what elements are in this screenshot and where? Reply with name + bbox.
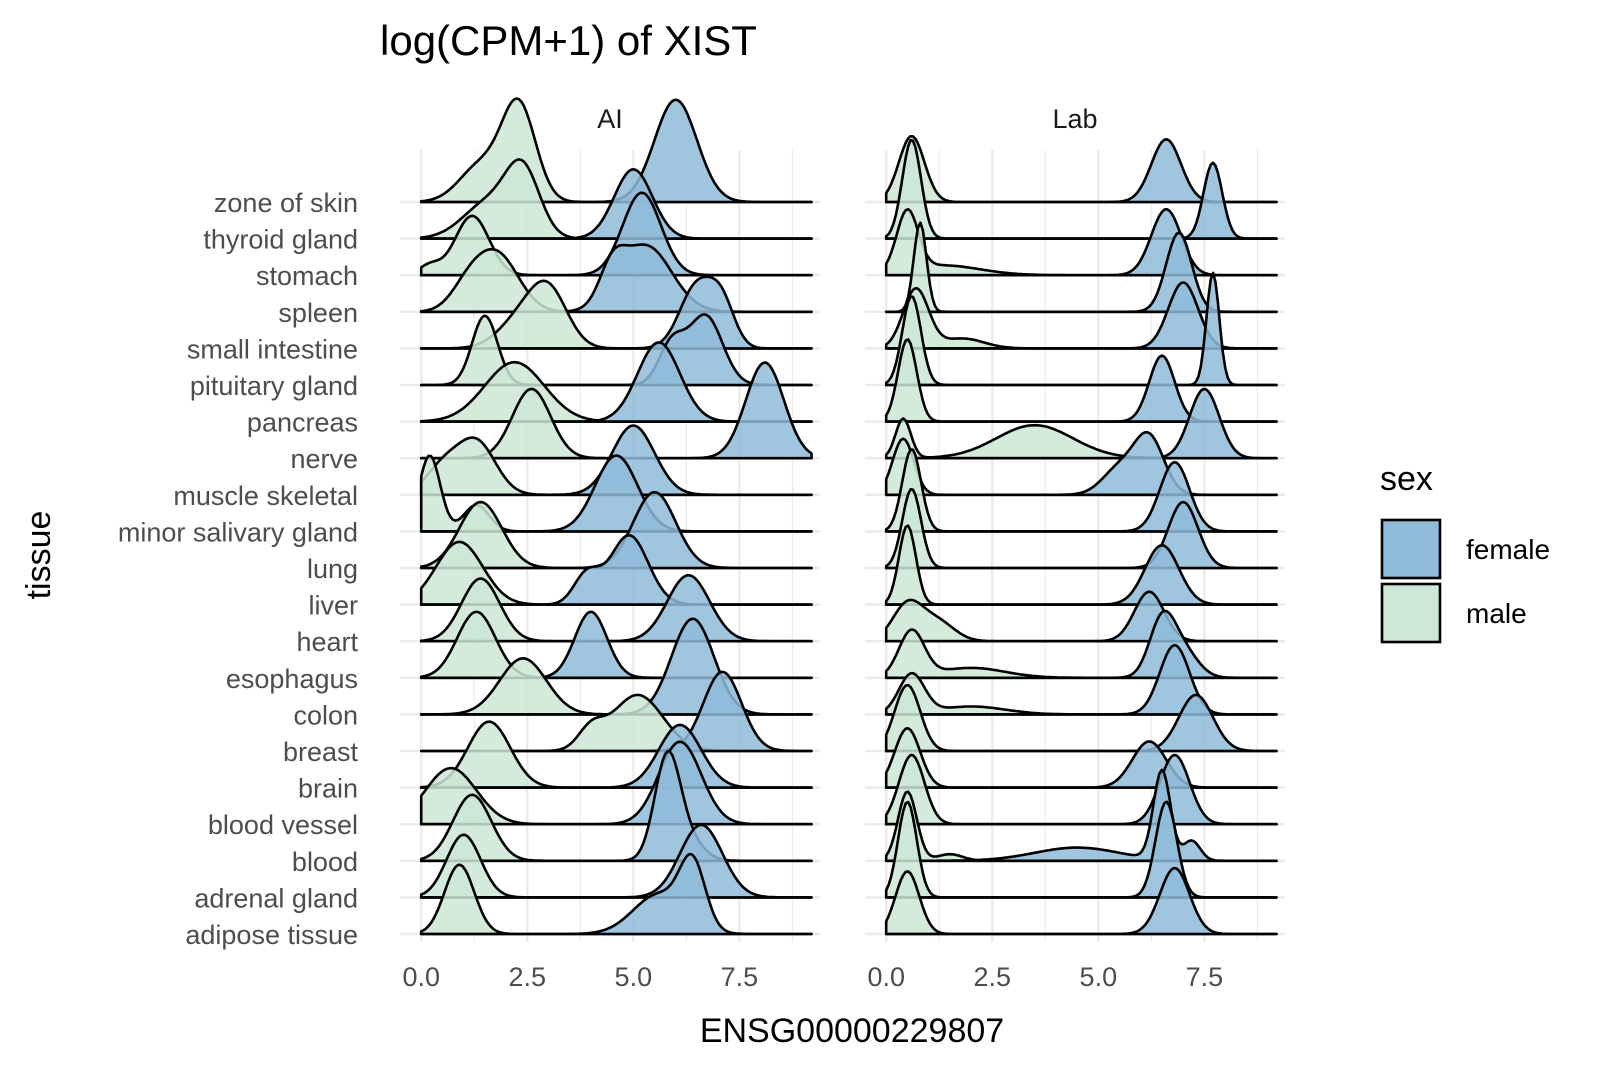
legend-title: sex — [1380, 460, 1433, 498]
y-tick-label: blood — [292, 847, 358, 877]
density-female — [419, 852, 813, 936]
legend: sex female male — [1380, 460, 1550, 644]
y-tick-label: adrenal gland — [194, 883, 358, 913]
y-tick-label: lung — [307, 554, 358, 584]
x-tick-label: 0.0 — [867, 962, 905, 992]
y-tick-label: breast — [283, 737, 359, 767]
ridge-row-thyroid-gland — [884, 138, 1278, 240]
y-tick-label: brain — [298, 774, 358, 804]
density-female — [884, 740, 1278, 789]
facet-label-lab: Lab — [1052, 104, 1097, 134]
y-tick-label: stomach — [256, 261, 358, 291]
density-female — [419, 823, 813, 899]
density-female — [419, 610, 813, 680]
x-tick-label: 2.5 — [508, 962, 546, 992]
y-tick-label: spleen — [278, 298, 358, 328]
panel-ai: AI 0.0 2.5 5.0 7.5 — [400, 97, 820, 992]
density-male — [419, 314, 813, 387]
density-female — [884, 643, 1278, 716]
ridge-row-liver — [884, 524, 1278, 606]
density-female — [884, 387, 1278, 460]
ridge-row-brain — [419, 720, 813, 789]
density-female — [884, 161, 1278, 240]
density-female — [419, 723, 813, 789]
density-female — [884, 753, 1278, 826]
y-tick-label: zone of skin — [214, 188, 358, 218]
tissue-tick-labels: adipose tissue adrenal gland blood blood ve… — [118, 188, 359, 950]
density-female — [884, 271, 1278, 387]
y-tick-label: minor salivary gland — [118, 517, 358, 547]
x-tick-label: 2.5 — [973, 962, 1011, 992]
y-tick-label: pituitary gland — [190, 371, 358, 401]
x-tick-label: 5.0 — [1080, 962, 1118, 992]
facet-label-ai: AI — [597, 104, 623, 134]
density-male — [884, 488, 1278, 570]
density-female — [884, 693, 1278, 753]
y-tick-label: blood vessel — [208, 810, 358, 840]
density-female — [884, 543, 1278, 606]
y-tick-label: small intestine — [187, 334, 358, 364]
density-male — [419, 793, 813, 863]
ridge-row-muscle-skeletal — [884, 430, 1278, 497]
y-tick-label: colon — [293, 700, 358, 730]
y-tick-label: nerve — [290, 444, 358, 474]
y-tick-label: muscle skeletal — [173, 481, 358, 511]
legend-label-male: male — [1466, 598, 1527, 629]
x-tick-label: 7.5 — [1186, 962, 1224, 992]
ridge-row-nerve — [884, 387, 1278, 460]
density-female — [884, 430, 1278, 497]
ridge-row-lung — [884, 488, 1278, 570]
ridge-row-heart — [884, 590, 1278, 643]
ridge-row-minor-salivary-gland — [884, 448, 1278, 533]
ridge-row-esophagus — [419, 610, 813, 680]
ridge-row-adipose-tissue — [419, 852, 813, 936]
ridge-row-blood-vessel — [884, 753, 1278, 826]
density-female — [884, 460, 1278, 533]
y-tick-label: esophagus — [226, 664, 358, 694]
ridge-row-pituitary-gland — [419, 313, 813, 387]
ridge-row-adipose-tissue — [884, 866, 1278, 936]
ridge-row-breast — [884, 683, 1278, 753]
ridge-row-colon — [884, 643, 1278, 716]
x-axis-title: ENSG00000229807 — [700, 1012, 1004, 1050]
density-male — [884, 870, 1278, 936]
density-male — [884, 598, 1278, 643]
density-female — [884, 866, 1278, 936]
density-male — [884, 753, 1278, 826]
legend-label-female: female — [1466, 534, 1550, 565]
density-male — [884, 671, 1278, 716]
legend-key-female — [1380, 518, 1442, 580]
facet-panels: AI 0.0 2.5 5.0 7.5 Lab 0.0 2.5 5.0 7.5 — [400, 97, 1285, 992]
legend-key-male — [1380, 582, 1442, 644]
density-female — [419, 749, 813, 863]
y-tick-label: pancreas — [247, 408, 358, 438]
x-tick-label: 7.5 — [721, 962, 759, 992]
ridge-row-pituitary-gland — [884, 271, 1278, 387]
x-tick-label: 0.0 — [402, 962, 440, 992]
y-tick-label: adipose tissue — [185, 920, 358, 950]
chart-title: log(CPM+1) of XIST — [380, 17, 757, 64]
y-axis-title: tissue — [20, 511, 58, 600]
y-tick-label: heart — [296, 627, 358, 657]
density-female — [884, 768, 1278, 863]
y-tick-label: liver — [308, 591, 358, 621]
density-female — [884, 500, 1278, 570]
panel-lab: Lab 0.0 2.5 5.0 7.5 — [865, 104, 1285, 992]
y-tick-label: thyroid gland — [203, 225, 358, 255]
density-female — [884, 590, 1278, 643]
ridge-row-blood — [884, 768, 1278, 863]
ridge-row-spleen — [419, 243, 813, 314]
x-tick-label: 5.0 — [615, 962, 653, 992]
density-male — [884, 448, 1278, 533]
density-female — [419, 243, 813, 314]
